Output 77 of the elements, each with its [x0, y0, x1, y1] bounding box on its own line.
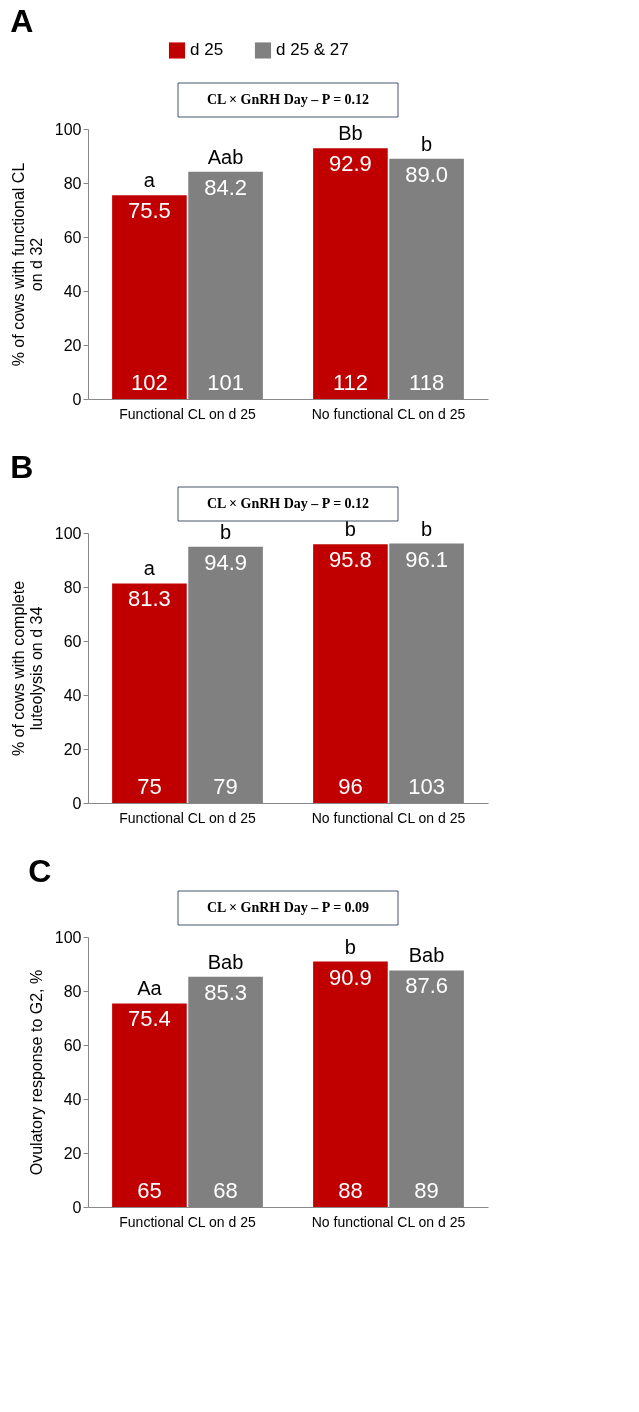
y-tick-label: 60 [63, 632, 82, 650]
data-label: 84.2 [204, 174, 247, 200]
y-tick-label: 60 [63, 228, 82, 246]
annotation: b [421, 517, 433, 540]
annotation: 88 [338, 1178, 363, 1203]
bar [313, 544, 388, 803]
data-label: 94.9 [204, 549, 247, 575]
bar [313, 148, 388, 399]
annotation: 89 [414, 1178, 439, 1203]
bar [112, 195, 187, 399]
legend-label: d 25 & 27 [276, 40, 349, 60]
data-label: 89.0 [405, 161, 448, 187]
y-tick-label: 20 [63, 740, 82, 758]
annotation: a [143, 557, 156, 580]
y-tick-label: 0 [72, 1198, 82, 1216]
y-tick-label: 60 [63, 1036, 82, 1054]
annotation: 79 [213, 774, 238, 799]
data-label: 95.8 [329, 547, 372, 573]
legend-label: d 25 [190, 40, 224, 60]
y-tick-label: 80 [63, 578, 82, 596]
annotation: Aab [207, 145, 244, 168]
y-tick-label: 40 [63, 686, 82, 704]
y-tick-label: 0 [72, 390, 82, 408]
x-tick-label: Functional CL on d 25 [119, 809, 256, 826]
x-tick-label: No functional CL on d 25 [311, 809, 466, 826]
chart-title: A [10, 3, 34, 39]
annotation: 96 [338, 774, 363, 799]
y-tick-label: 20 [63, 1144, 82, 1162]
y-axis-title: Ovulatory response to G2, % [27, 969, 45, 1176]
y-tick-label: 20 [63, 336, 82, 354]
y-tick-label: 80 [63, 982, 82, 1000]
annotation: 118 [409, 370, 445, 395]
annotation: b [344, 518, 356, 541]
bar [112, 583, 187, 803]
text: CL × GnRH Day – P = 0.12 [206, 92, 370, 107]
x-tick-label: No functional CL on d 25 [311, 405, 466, 422]
data-label: 96.1 [405, 546, 448, 572]
annotation: 102 [131, 370, 168, 395]
annotation: 65 [137, 1178, 162, 1203]
annotation: 75 [137, 774, 162, 799]
annotation: Bab [207, 950, 244, 973]
y-tick-label: 100 [54, 524, 82, 542]
annotation: 103 [408, 774, 445, 799]
x-tick-label: Functional CL on d 25 [119, 1213, 256, 1230]
data-label: 92.9 [329, 151, 372, 177]
y-tick-label: 40 [63, 1090, 82, 1108]
y-tick-label: 40 [63, 282, 82, 300]
annotation: a [143, 169, 156, 192]
annotation: Bb [338, 122, 363, 145]
bar [112, 1003, 187, 1207]
annotation: 112 [332, 370, 368, 395]
data-label: 90.9 [329, 964, 372, 990]
chart-title: C [28, 852, 52, 889]
chart-title: B [10, 448, 34, 485]
annotation: 68 [213, 1178, 238, 1203]
data-label: 75.4 [128, 1006, 171, 1032]
annotation: b [220, 520, 232, 543]
y-axis-title: % of cows with functional CL on d 32 [9, 162, 45, 367]
annotation: Bab [408, 944, 445, 967]
data-label: 75.5 [128, 198, 171, 224]
text: CL × GnRH Day – P = 0.12 [206, 496, 370, 511]
data-label: 85.3 [204, 979, 247, 1005]
y-tick-label: 100 [54, 928, 82, 946]
annotation: Aa [137, 977, 163, 1000]
annotation: b [421, 132, 433, 155]
data-label: 87.6 [405, 973, 448, 999]
bar [313, 961, 388, 1207]
y-axis-title: % of cows with complete luteolysis on d 34 [9, 580, 45, 757]
y-tick-label: 0 [72, 794, 82, 812]
data-label: 81.3 [128, 586, 171, 612]
x-tick-label: Functional CL on d 25 [119, 405, 256, 422]
y-tick-label: 80 [63, 174, 82, 192]
annotation: 101 [207, 370, 244, 395]
annotation: b [344, 935, 356, 958]
text: CL × GnRH Day – P = 0.09 [206, 900, 370, 915]
x-tick-label: No functional CL on d 25 [311, 1213, 466, 1230]
y-tick-label: 100 [54, 120, 82, 138]
